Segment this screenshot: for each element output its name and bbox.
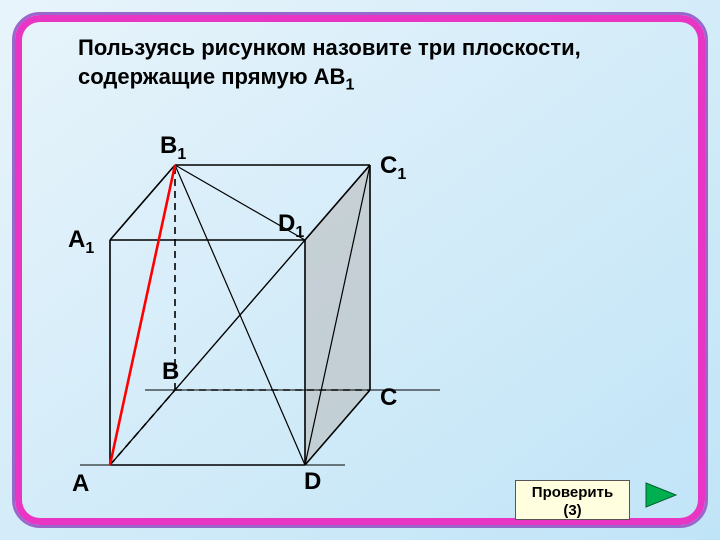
cube-svg <box>80 130 480 490</box>
check-button-line1: Проверить <box>532 484 613 501</box>
check-button[interactable]: Проверить (3) <box>515 480 630 520</box>
task-text: Пользуясь рисунком назовите три плоскост… <box>78 34 581 96</box>
task-line2-sub: 1 <box>345 76 354 93</box>
next-arrow-icon <box>644 481 678 509</box>
task-line2-prefix: содержащие прямую АВ <box>78 64 345 89</box>
next-arrow-button[interactable] <box>644 481 678 514</box>
check-button-line2: (3) <box>563 502 581 519</box>
cube-diagram: АВСDА1В1С1D1 <box>80 130 480 490</box>
task-line1: Пользуясь рисунком назовите три плоскост… <box>78 35 581 60</box>
